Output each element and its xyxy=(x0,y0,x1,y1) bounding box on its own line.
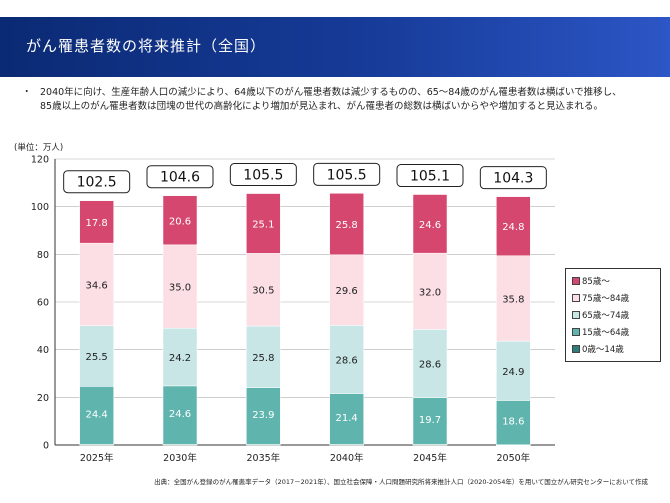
title-bar: がん罹患者数の将来推計（全国） xyxy=(0,17,670,77)
data-label: 25.1 xyxy=(252,219,274,230)
data-label: 19.7 xyxy=(419,415,441,426)
x-tick-label: 2050年 xyxy=(496,452,530,464)
x-tick-label: 2035年 xyxy=(246,452,280,464)
bar-segment xyxy=(412,329,448,398)
bar-segment xyxy=(79,325,114,387)
description-bullet: ・ xyxy=(22,87,32,98)
legend-label: 75歳～84歳 xyxy=(582,294,630,304)
bar-segment xyxy=(162,195,198,246)
bar-segment xyxy=(246,253,281,327)
data-label: 25.5 xyxy=(86,352,108,363)
bar-segment xyxy=(162,385,198,445)
description-line-1: 2040年に向け、生産年齢人口の減少により、64歳以下のがん罹患者数は減少するも… xyxy=(40,87,622,98)
data-label: 21.4 xyxy=(336,413,358,424)
legend: 85歳～ 75歳～84歳 65歳～74歳 15歳～64歳 0歳～14歳 xyxy=(565,268,661,362)
legend-label: 65歳～74歳 xyxy=(582,311,630,321)
data-label: 17.8 xyxy=(86,218,108,229)
x-tick-label: 2040年 xyxy=(330,452,364,464)
data-label: 30.5 xyxy=(252,286,274,297)
data-label: 24.6 xyxy=(419,220,441,231)
total-label: 102.5 xyxy=(77,175,117,191)
total-label: 104.6 xyxy=(160,170,200,186)
data-label: 28.6 xyxy=(336,355,358,366)
y-tick-label: 100 xyxy=(31,202,49,213)
bar-segment xyxy=(246,387,281,445)
total-box xyxy=(229,163,297,187)
bar-segment xyxy=(329,193,364,256)
legend-label: 0歳～14歳 xyxy=(582,345,624,355)
data-label: 18.6 xyxy=(502,417,524,428)
x-tick-label: 2025年 xyxy=(80,452,114,464)
data-label: 29.6 xyxy=(336,286,358,297)
data-label: 34.6 xyxy=(86,280,108,291)
y-tick-label: 60 xyxy=(37,298,49,309)
legend-label: 15歳～64歳 xyxy=(582,328,630,338)
unit-label: (単位：万人) xyxy=(14,143,64,153)
bar-segment xyxy=(412,397,448,445)
total-box xyxy=(146,165,214,189)
legend-item: 85歳～ xyxy=(572,275,610,289)
data-label: 24.9 xyxy=(502,367,524,378)
data-label: 24.8 xyxy=(502,222,524,233)
bar-segment xyxy=(496,196,531,257)
total-box xyxy=(313,162,381,186)
y-tick-label: 80 xyxy=(37,250,49,261)
bar-segment xyxy=(412,252,448,330)
bar-segment xyxy=(246,193,281,254)
legend-swatch xyxy=(572,276,580,285)
legend-item: 15歳～64歳 xyxy=(572,326,629,340)
bar-segment xyxy=(246,325,281,388)
total-label: 104.3 xyxy=(493,171,533,187)
bar-segment xyxy=(329,325,364,394)
page-title: がん罹患者数の将来推計（全国） xyxy=(26,37,267,55)
legend-item: 75歳～84歳 xyxy=(572,292,629,306)
bar-segment xyxy=(162,327,198,387)
data-label: 20.6 xyxy=(169,216,191,227)
legend-swatch xyxy=(572,310,580,319)
data-label: 35.0 xyxy=(169,283,191,294)
description-line-2: 85歳以上のがん罹患者数は団塊の世代の高齢化により増加が見込まれ、がん罹患者の総… xyxy=(40,101,603,112)
legend-swatch xyxy=(572,327,580,336)
bar-segment xyxy=(496,340,531,401)
legend-item: 65歳～74歳 xyxy=(572,309,629,323)
x-tick-label: 2045年 xyxy=(413,452,447,464)
total-label: 105.1 xyxy=(410,169,450,185)
data-label: 23.9 xyxy=(252,410,274,421)
bar-segment xyxy=(496,255,531,342)
data-label: 24.4 xyxy=(86,409,108,420)
data-label: 25.8 xyxy=(252,353,274,364)
source-note: 出典：全国がん登録のがん罹患率データ（2017－2021年）、国立社会保障・人口… xyxy=(154,478,648,486)
data-label: 24.2 xyxy=(169,353,191,364)
x-tick-label: 2030年 xyxy=(163,452,197,464)
y-tick-label: 20 xyxy=(37,393,49,404)
legend-swatch xyxy=(572,344,580,353)
bar-segment xyxy=(162,244,198,329)
total-box xyxy=(396,164,464,188)
data-label: 35.8 xyxy=(502,294,524,305)
legend-label: 85歳～ xyxy=(582,277,610,287)
bar-segment xyxy=(412,194,448,254)
y-tick-label: 0 xyxy=(43,441,49,452)
bar-segment xyxy=(329,393,364,445)
total-box xyxy=(479,166,547,190)
bar-segment xyxy=(79,386,114,445)
total-box xyxy=(63,170,131,194)
data-label: 24.6 xyxy=(169,409,191,420)
legend-item: 0歳～14歳 xyxy=(572,343,624,357)
total-label: 105.5 xyxy=(327,167,367,183)
total-label: 105.5 xyxy=(243,168,283,184)
data-label: 25.8 xyxy=(336,220,358,231)
data-label: 32.0 xyxy=(419,287,441,298)
legend-swatch xyxy=(572,293,580,302)
y-tick-label: 40 xyxy=(37,345,49,356)
bar-segment xyxy=(79,242,114,326)
bar-segment xyxy=(329,254,364,326)
data-label: 28.6 xyxy=(419,359,441,370)
y-tick-label: 120 xyxy=(31,155,49,166)
bar-segment xyxy=(79,200,114,244)
